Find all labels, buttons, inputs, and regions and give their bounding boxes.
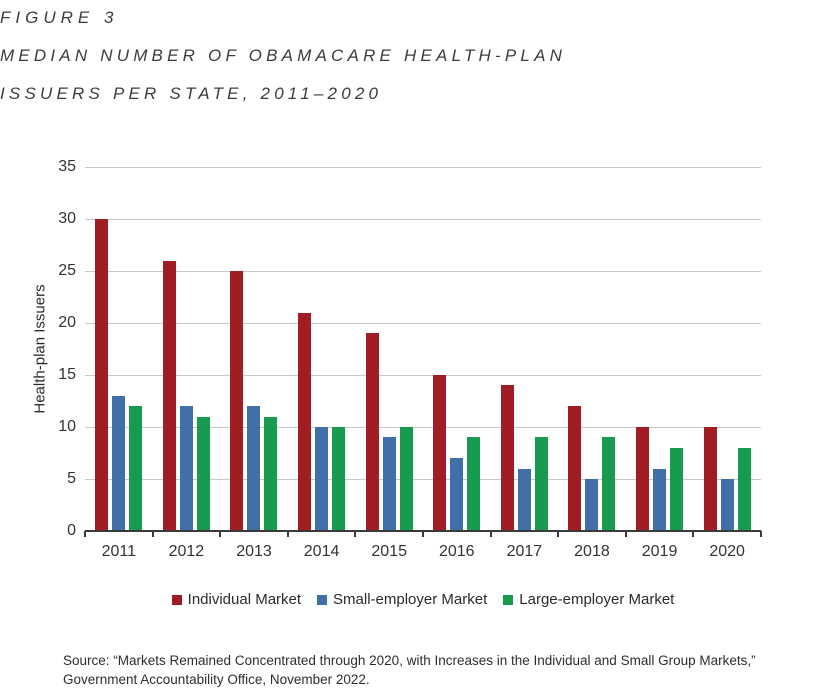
bar-individual-market-2011 [95,219,109,531]
x-label-2012: 2012 [168,543,205,560]
chart-legend: Individual Market Small-employer Market La… [85,591,761,608]
bar-large-employer-market-2012 [196,416,210,531]
bar-small-employer-market-2013 [247,406,261,531]
x-label-2013: 2013 [236,543,272,560]
bar-small-employer-market-2017 [517,468,531,531]
bar-individual-market-2013 [230,271,244,531]
bar-group-2016 [423,167,491,531]
source-note-line-1: Source: “Markets Remained Concentrated t… [63,653,756,668]
x-axis-category-labels: 2011 2012 2013 2014 2015 2016 2017 2018 2019 2020 [85,543,761,561]
bar-small-employer-market-2015 [382,437,396,531]
x-axis-tick [286,531,289,537]
x-axis-tick [624,531,627,537]
x-axis-tick [760,531,762,537]
y-tick-label-30: 30 [58,210,76,227]
legend-item-large-employer-market: Large-employer Market [503,591,674,608]
x-label-2018: 2018 [574,543,610,560]
gridline-25 [85,271,761,272]
legend-swatch-icon [171,594,182,605]
bar-large-employer-market-2014 [332,427,346,531]
bar-individual-market-2020 [703,427,717,531]
legend-label: Small-employer Market [333,591,488,608]
bar-small-employer-market-2020 [720,479,734,531]
bar-group-2020 [693,167,761,531]
x-label-2019: 2019 [641,543,678,560]
y-tick-label-5: 5 [67,470,76,487]
figure-title-line-2: ISSUERS PER STATE, 2011–2020 [0,84,383,103]
bar-group-2017 [491,167,559,531]
bar-large-employer-market-2019 [670,447,684,531]
bar-group-2014 [288,167,356,531]
x-label-2011: 2011 [101,543,136,560]
bar-group-2012 [153,167,221,531]
y-tick-label-35: 35 [58,158,76,175]
x-label-2017: 2017 [506,543,543,560]
bar-individual-market-2015 [365,333,379,531]
x-axis-tick [489,531,492,537]
y-axis-tick-labels: 0 5 10 15 20 25 30 35 [0,158,76,539]
legend-item-individual-market: Individual Market [171,591,302,608]
bar-large-employer-market-2016 [467,437,481,531]
gridline-10 [85,427,761,428]
bar-group-2019 [626,167,694,531]
legend-swatch-icon [317,594,328,605]
bar-individual-market-2016 [433,375,447,531]
legend-swatch-icon [503,594,514,605]
bar-small-employer-market-2011 [112,395,126,531]
source-note: Source: “Markets Remained Concentrated t… [63,651,803,689]
bar-small-employer-market-2018 [585,479,599,531]
legend-label: Individual Market [187,591,302,608]
gridline-5 [85,479,761,480]
bar-group-2018 [558,167,626,531]
x-label-2014: 2014 [303,543,340,560]
x-axis-tick [557,531,560,537]
x-label-2020: 2020 [709,543,745,560]
bar-small-employer-market-2016 [450,458,464,531]
bar-groups [85,167,761,531]
bar-large-employer-market-2018 [602,437,616,531]
source-note-line-2: Government Accountability Office, Novemb… [63,672,370,687]
bar-individual-market-2017 [500,385,514,531]
bar-large-employer-market-2013 [264,416,278,531]
y-tick-label-20: 20 [58,314,76,331]
y-tick-label-10: 10 [58,418,76,435]
bar-large-employer-market-2017 [534,437,548,531]
bar-small-employer-market-2012 [179,406,193,531]
gridline-15 [85,375,761,376]
bar-small-employer-market-2019 [653,468,667,531]
bar-group-2013 [220,167,288,531]
y-tick-label-15: 15 [58,366,76,383]
bar-large-employer-market-2011 [129,406,143,531]
x-axis-tick [422,531,424,537]
plot-area [84,167,762,537]
bar-individual-market-2014 [298,312,312,531]
gridline-30 [85,219,761,220]
bar-large-employer-market-2015 [399,427,413,531]
bar-individual-market-2018 [568,406,582,531]
figure-title-line-1: MEDIAN NUMBER OF OBAMACARE HEALTH-PLAN [0,46,567,65]
y-tick-label-25: 25 [58,262,76,279]
x-axis-tick [151,531,154,537]
x-axis-tick [84,531,86,537]
x-axis-tick [692,531,695,537]
x-axis-tick [219,531,222,537]
x-axis-tick [354,531,357,537]
x-label-2015: 2015 [371,543,407,560]
legend-label: Large-employer Market [519,591,675,608]
legend-item-small-employer-market: Small-employer Market [317,591,487,608]
gridline-20 [85,323,761,324]
y-tick-label-0: 0 [67,522,76,539]
gridline-35 [85,167,761,168]
bar-large-employer-market-2020 [737,447,751,531]
bar-group-2015 [355,167,423,531]
figure-label: FIGURE 3 [0,8,119,27]
bar-small-employer-market-2014 [315,427,329,531]
bar-individual-market-2019 [636,427,650,531]
x-label-2016: 2016 [438,543,475,560]
bar-group-2011 [85,167,153,531]
bar-individual-market-2012 [162,260,176,531]
